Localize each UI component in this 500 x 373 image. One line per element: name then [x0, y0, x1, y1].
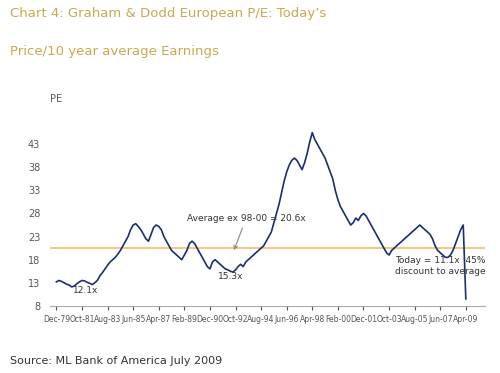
- Text: Average ex 98-00 = 20.6x: Average ex 98-00 = 20.6x: [187, 214, 306, 249]
- Text: PE: PE: [50, 94, 62, 104]
- Text: Chart 4: Graham & Dodd European P/E: Today’s: Chart 4: Graham & Dodd European P/E: Tod…: [10, 7, 326, 21]
- Text: Source: ML Bank of America July 2009: Source: ML Bank of America July 2009: [10, 355, 222, 366]
- Text: 15.3x: 15.3x: [218, 272, 243, 281]
- Text: Today = 11.1x  45%
discount to average: Today = 11.1x 45% discount to average: [396, 256, 486, 276]
- Text: 12.1x: 12.1x: [73, 286, 98, 295]
- Text: Price/10 year average Earnings: Price/10 year average Earnings: [10, 45, 219, 58]
